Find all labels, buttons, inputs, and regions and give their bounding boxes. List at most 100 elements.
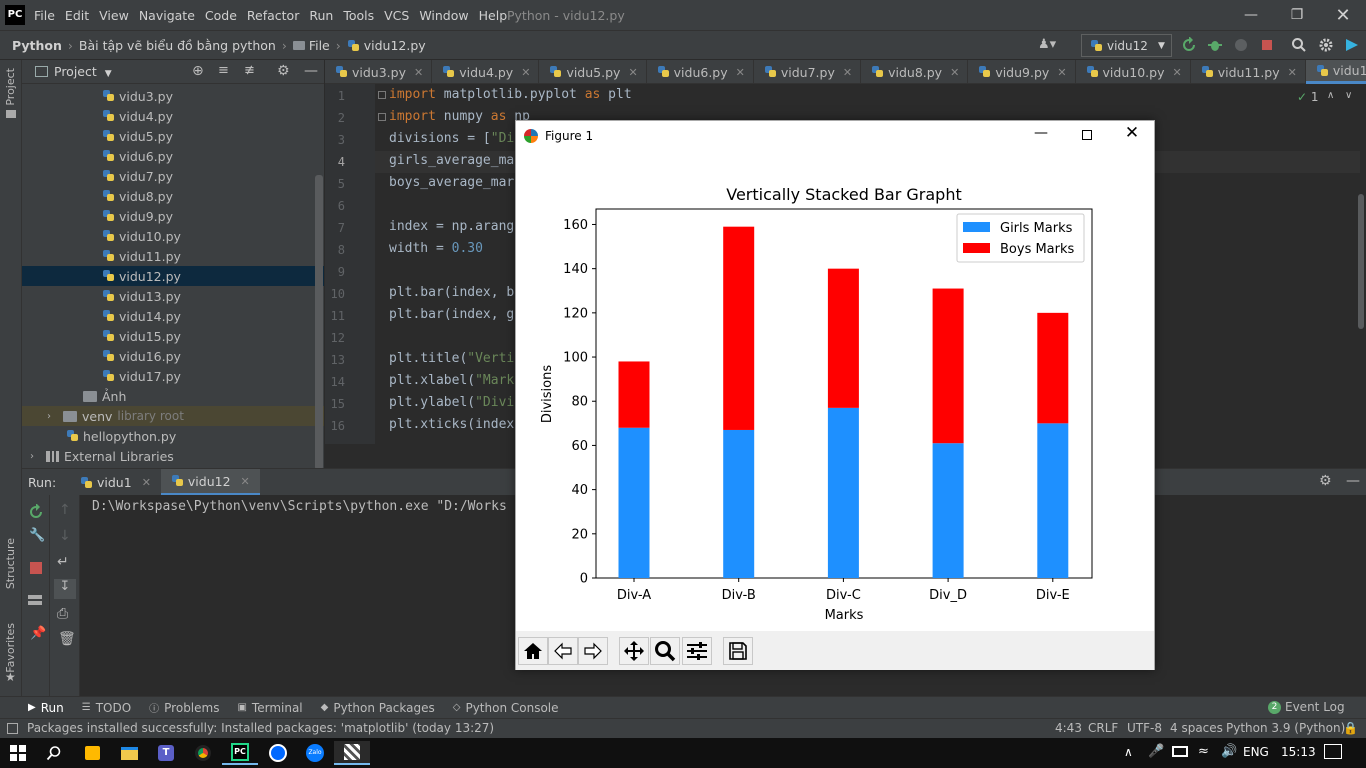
tree-item[interactable]: vidu10.py (22, 226, 324, 246)
menu-run[interactable]: Run (309, 7, 334, 23)
home-button[interactable] (518, 637, 548, 665)
fold-icon[interactable] (378, 91, 386, 99)
soft-wrap-icon[interactable]: ↵ (57, 554, 69, 570)
tree-item[interactable]: hellopython.py (22, 426, 324, 446)
input-language[interactable]: ENG (1243, 745, 1269, 759)
figure-maximize-button[interactable] (1072, 126, 1102, 148)
tree-item[interactable]: vidu3.py (22, 86, 324, 106)
locate-icon[interactable]: ⊕ (192, 63, 204, 79)
stop-icon[interactable] (29, 561, 43, 575)
tree-item[interactable]: vidu6.py (22, 146, 324, 166)
status-square-icon[interactable] (7, 723, 18, 734)
zoom-button[interactable] (650, 637, 680, 665)
clock[interactable]: 15:13 (1281, 745, 1316, 759)
line-separator[interactable]: CRLF (1088, 721, 1119, 735)
editor-tab[interactable]: vidu10.py ✕ (1076, 60, 1191, 84)
file-encoding[interactable]: UTF-8 (1127, 721, 1162, 735)
tool-tab-problems[interactable]: ⓘ Problems (149, 700, 219, 716)
tree-item[interactable]: vidu14.py (22, 306, 324, 326)
close-tab-icon[interactable]: ✕ (735, 65, 745, 79)
editor-tab[interactable]: vidu4.py ✕ (432, 60, 540, 84)
tool-tab-python-packages[interactable]: ◆ Python Packages (321, 701, 435, 715)
editor-tab[interactable]: vidu9.py ✕ (968, 60, 1076, 84)
arrow-down-icon[interactable]: ↓ (59, 528, 71, 544)
windows-start-icon[interactable] (10, 745, 26, 761)
tool-tab-run[interactable]: ▶ Run (28, 701, 64, 715)
wifi-icon[interactable]: ≈ (1198, 744, 1209, 759)
chrome-icon[interactable] (185, 741, 221, 765)
run-tab[interactable]: vidu1 ✕ (70, 469, 161, 496)
breadcrumb-item[interactable]: File (308, 38, 330, 53)
menu-vcs[interactable]: VCS (384, 7, 410, 23)
project-tool-tab[interactable]: Project (4, 68, 17, 106)
tree-item[interactable]: vidu12.py (22, 266, 324, 286)
tree-item[interactable]: Ảnh (22, 386, 324, 406)
volume-icon[interactable]: 🔊 (1221, 744, 1238, 759)
editor-tab[interactable]: vidu8.py ✕ (861, 60, 969, 84)
jetbrains-icon[interactable] (1344, 37, 1360, 53)
menu-file[interactable]: File (34, 7, 55, 23)
breadcrumb-item[interactable]: Bài tập vẽ biểu đồ bằng python (78, 38, 276, 53)
debug-icon[interactable] (1207, 37, 1223, 53)
run-config-dropdown[interactable]: vidu12 ▼ (1081, 34, 1172, 57)
expand-all-icon[interactable]: ≡ (218, 63, 229, 78)
close-button[interactable]: ✕ (1335, 4, 1351, 26)
zalo-icon[interactable] (260, 741, 296, 765)
editor-tab[interactable]: vidu7.py ✕ (754, 60, 862, 84)
wrench-icon[interactable]: 🔧 (29, 528, 46, 543)
menu-code[interactable]: Code (204, 7, 237, 23)
rerun-icon[interactable] (1181, 37, 1197, 53)
close-tab-icon[interactable]: ✕ (1287, 65, 1297, 79)
trash-icon[interactable]: 🗑 (58, 631, 76, 647)
settings-gear-icon[interactable] (1318, 37, 1334, 53)
editor-tab[interactable]: vidu12.py✕ (1305, 60, 1366, 84)
matplotlib-figure-taskbar-icon[interactable] (334, 741, 370, 765)
figure-close-button[interactable]: ✕ (1124, 123, 1140, 143)
menu-refactor[interactable]: Refactor (246, 7, 300, 23)
indent-setting[interactable]: 4 spaces (1170, 721, 1223, 735)
tree-item[interactable]: vidu7.py (22, 166, 324, 186)
run-tab[interactable]: vidu12 ✕ (160, 469, 260, 496)
close-tab-icon[interactable]: ✕ (1172, 65, 1182, 79)
store-icon[interactable] (74, 741, 110, 765)
close-tab-icon[interactable]: ✕ (628, 65, 638, 79)
teams-icon[interactable]: T (148, 741, 184, 765)
tree-item[interactable]: vidu9.py (22, 206, 324, 226)
run-settings-icon[interactable]: ⚙ (1319, 473, 1332, 489)
search-icon[interactable] (46, 745, 62, 761)
back-button[interactable] (548, 637, 578, 665)
tree-item[interactable]: vidu8.py (22, 186, 324, 206)
menu-window[interactable]: Window (419, 7, 469, 23)
close-tab-icon[interactable]: ✕ (240, 474, 250, 488)
cursor-position[interactable]: 4:43 (1055, 721, 1082, 735)
tree-item[interactable]: vidu4.py (22, 106, 324, 126)
tree-item[interactable]: › External Libraries (22, 446, 324, 466)
chevron-right-icon[interactable]: › (30, 450, 34, 462)
tree-item[interactable]: vidu16.py (22, 346, 324, 366)
editor-scrollbar[interactable] (1358, 194, 1364, 329)
tree-item[interactable]: › venv library root (22, 406, 324, 426)
tree-item[interactable]: vidu13.py (22, 286, 324, 306)
breadcrumb-item[interactable]: vidu12.py (363, 38, 426, 53)
search-icon[interactable] (1291, 37, 1307, 53)
coverage-icon[interactable] (1233, 37, 1249, 53)
tree-item[interactable]: vidu11.py (22, 246, 324, 266)
close-tab-icon[interactable]: ✕ (414, 65, 424, 79)
show-hidden-icons-chevron-icon[interactable]: ∧ (1124, 745, 1133, 759)
project-view-dropdown[interactable]: Project ▼ (54, 64, 112, 79)
close-tab-icon[interactable]: ✕ (521, 65, 531, 79)
favorites-tool-tab[interactable]: Favorites (4, 623, 17, 673)
hide-run-panel-icon[interactable]: — (1346, 473, 1360, 489)
panel-settings-icon[interactable]: ⚙ (277, 63, 290, 79)
project-scrollbar[interactable] (315, 175, 323, 470)
tool-tab-todo[interactable]: ☰ TODO (82, 701, 131, 715)
user-icon[interactable]: ♟▾ (1038, 37, 1057, 52)
collapse-all-icon[interactable]: ≢ (244, 63, 255, 78)
battery-icon[interactable] (1172, 746, 1188, 757)
scroll-to-end-icon[interactable]: ↧ (54, 579, 76, 599)
layout-icon[interactable] (28, 595, 42, 605)
menu-edit[interactable]: Edit (64, 7, 90, 23)
inspection-check-icon[interactable]: ✓ 1 (1297, 90, 1319, 104)
pycharm-taskbar-icon[interactable]: PC (222, 741, 258, 765)
figure-minimize-button[interactable]: — (1034, 125, 1048, 141)
